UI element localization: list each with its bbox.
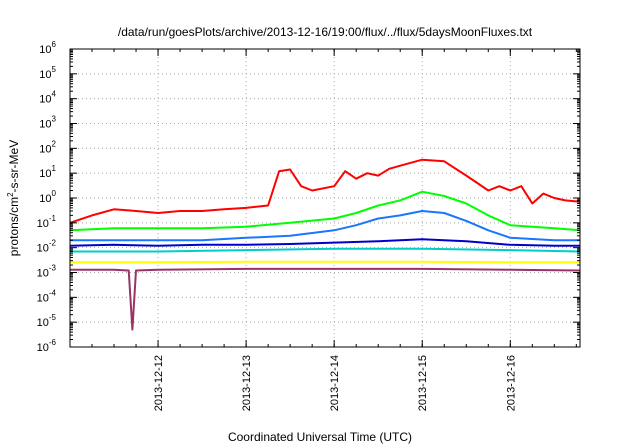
y-tick-label: 100 xyxy=(39,189,56,205)
x-tick-label: 2013-12-15 xyxy=(417,355,429,411)
series-line-3 xyxy=(70,210,580,242)
y-tick-label: 102 xyxy=(39,139,56,155)
series-layer xyxy=(69,158,581,331)
grid xyxy=(70,49,580,347)
chart-title: /data/run/goesPlots/archive/2013-12-16/1… xyxy=(118,25,533,39)
y-tick-label: 101 xyxy=(39,164,56,180)
y-tick-label: 10-3 xyxy=(37,264,57,280)
y-axis-label-prefix: protons/cm xyxy=(7,197,21,256)
y-tick-label: 104 xyxy=(39,90,56,106)
x-axis-label: Coordinated Universal Time (UTC) xyxy=(228,430,412,444)
y-tick-label: 103 xyxy=(39,115,56,131)
x-tick-label: 2013-12-12 xyxy=(153,355,165,411)
y-tick-label: 106 xyxy=(39,40,56,56)
series-line-4 xyxy=(69,238,580,247)
axis-ticks xyxy=(69,48,580,348)
y-axis-label-suffix: -s-sr-MeV xyxy=(7,140,21,193)
y-tick-label: 10-5 xyxy=(37,313,57,329)
x-tick-label: 2013-12-14 xyxy=(329,355,341,411)
x-tick-label: 2013-12-16 xyxy=(505,355,517,411)
y-tick-label: 105 xyxy=(39,65,56,81)
y-tick-label: 10-6 xyxy=(37,338,57,354)
y-axis-label-superscript: 2 xyxy=(6,192,15,197)
y-tick-label: 10-4 xyxy=(37,288,57,304)
y-tick-labels: 10-6 10-5 10-4 10-3 10-2 10-1 100 101 102 103 104 1… xyxy=(37,40,57,354)
y-tick-label: 10-2 xyxy=(37,239,57,255)
series-line-7 xyxy=(70,267,581,331)
x-tick-labels: 2013-12-12 2013-12-13 2013-12-14 2013-12-15… xyxy=(153,355,517,411)
x-tick-label: 2013-12-13 xyxy=(241,355,253,411)
y-axis-label: protons/cm2-s-sr-MeV xyxy=(6,140,21,256)
y-tick-label: 10-1 xyxy=(37,214,57,230)
series-line-2 xyxy=(69,190,581,232)
series-line-5 xyxy=(70,247,581,253)
series-line-1 xyxy=(69,158,581,224)
